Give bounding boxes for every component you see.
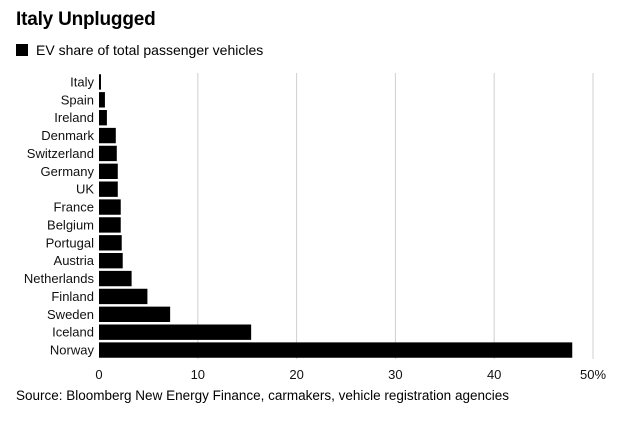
bar-finland bbox=[99, 288, 148, 305]
category-label: Sweden bbox=[47, 307, 94, 322]
chart-title: Italy Unplugged bbox=[16, 9, 156, 30]
category-label: Netherlands bbox=[24, 271, 95, 286]
x-tick-labels: 0 10 20 30 40 50% bbox=[95, 367, 606, 382]
x-tick-label: 50% bbox=[580, 367, 606, 382]
category-label: France bbox=[54, 200, 94, 215]
legend-label: EV share of total passenger vehicles bbox=[36, 42, 264, 58]
category-label: Spain bbox=[61, 92, 94, 107]
bar-spain bbox=[99, 92, 105, 108]
bar-ireland bbox=[99, 110, 107, 126]
bar-denmark bbox=[99, 127, 116, 144]
bar-italy bbox=[99, 74, 101, 90]
category-label: Norway bbox=[50, 343, 95, 358]
bar-france bbox=[99, 199, 121, 215]
category-label: Italy bbox=[70, 74, 94, 89]
category-label: Denmark bbox=[41, 128, 94, 143]
category-label: Switzerland bbox=[27, 146, 94, 161]
category-label: Finland bbox=[51, 289, 94, 304]
bar-sweden bbox=[99, 306, 171, 322]
category-label: Austria bbox=[54, 253, 95, 268]
legend-swatch bbox=[16, 44, 28, 56]
x-tick-label: 0 bbox=[95, 367, 102, 382]
x-tick-label: 40 bbox=[487, 367, 501, 382]
bar-switzerland bbox=[99, 145, 117, 162]
category-label: Germany bbox=[41, 164, 95, 179]
category-label: Iceland bbox=[52, 325, 94, 340]
bar-belgium bbox=[99, 217, 121, 233]
bar-uk bbox=[99, 181, 118, 197]
bar-germany bbox=[99, 163, 118, 179]
bar-austria bbox=[99, 253, 123, 269]
category-label: Ireland bbox=[54, 110, 94, 125]
category-label: Portugal bbox=[46, 235, 95, 250]
legend: EV share of total passenger vehicles bbox=[16, 42, 263, 58]
bar-iceland bbox=[99, 324, 252, 340]
bar-norway bbox=[99, 342, 573, 358]
category-label: Belgium bbox=[47, 217, 94, 232]
x-tick-label: 30 bbox=[388, 367, 402, 382]
source-note: Source: Bloomberg New Energy Finance, ca… bbox=[16, 388, 509, 403]
x-tick-label: 10 bbox=[191, 367, 205, 382]
bar-portugal bbox=[99, 235, 122, 251]
category-label: UK bbox=[76, 182, 94, 197]
gridlines bbox=[197, 73, 594, 359]
bars bbox=[99, 74, 573, 358]
category-labels: Italy Spain Ireland Denmark Switzerland Germa… bbox=[24, 74, 95, 357]
bar-netherlands bbox=[99, 270, 132, 287]
x-tick-label: 20 bbox=[289, 367, 303, 382]
